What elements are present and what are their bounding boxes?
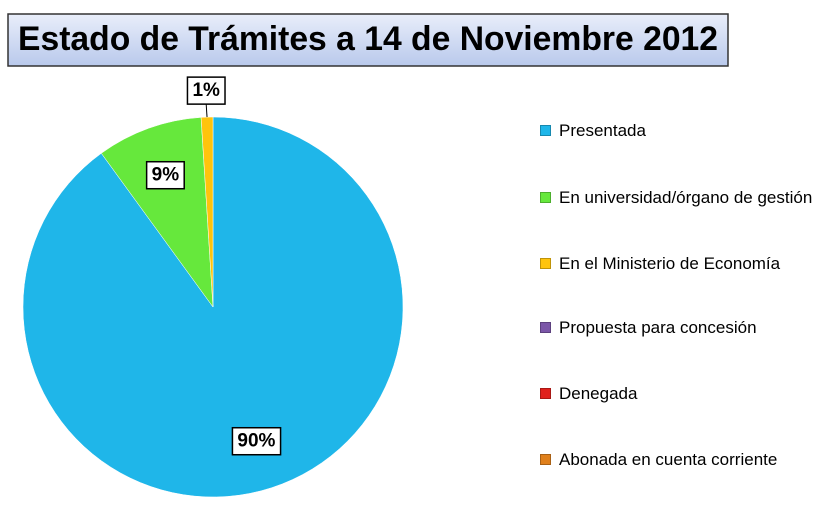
legend-label: Denegada [559, 384, 638, 403]
pie-slice [200, 116, 214, 308]
pie-slice [100, 117, 214, 308]
data-label-box [186, 76, 226, 105]
legend-swatch [540, 258, 551, 269]
legend-label: Presentada [559, 121, 646, 140]
legend-swatch [540, 192, 551, 203]
data-label: 90% [237, 431, 275, 452]
leader-line [205, 104, 208, 118]
legend-label: En universidad/órgano de gestión [559, 188, 813, 207]
legend-swatch [540, 322, 551, 333]
legend-swatch [540, 125, 551, 136]
legend-item: Denegada [538, 381, 821, 407]
legend-swatch [540, 388, 551, 399]
data-label: 1% [192, 80, 220, 101]
legend-item: En universidad/órgano de gestión [538, 185, 821, 211]
title-box [7, 13, 729, 67]
legend-label: Abonada en cuenta corriente [559, 450, 778, 469]
data-label: 9% [152, 165, 180, 186]
chart-title: Estado de Trámites a 14 de Noviembre 201… [18, 20, 718, 58]
legend-label: Propuesta para concesión [559, 318, 757, 337]
data-label-box [231, 426, 282, 456]
legend-item: En el Ministerio de Economía [538, 251, 821, 277]
legend-label: En el Ministerio de Economía [559, 254, 781, 273]
legend-item: Abonada en cuenta corriente [538, 447, 821, 473]
legend-item: Propuesta para concesión [538, 315, 821, 341]
data-label-box [145, 160, 185, 190]
legend-item: Presentada [538, 118, 821, 144]
legend-swatch [540, 454, 551, 465]
